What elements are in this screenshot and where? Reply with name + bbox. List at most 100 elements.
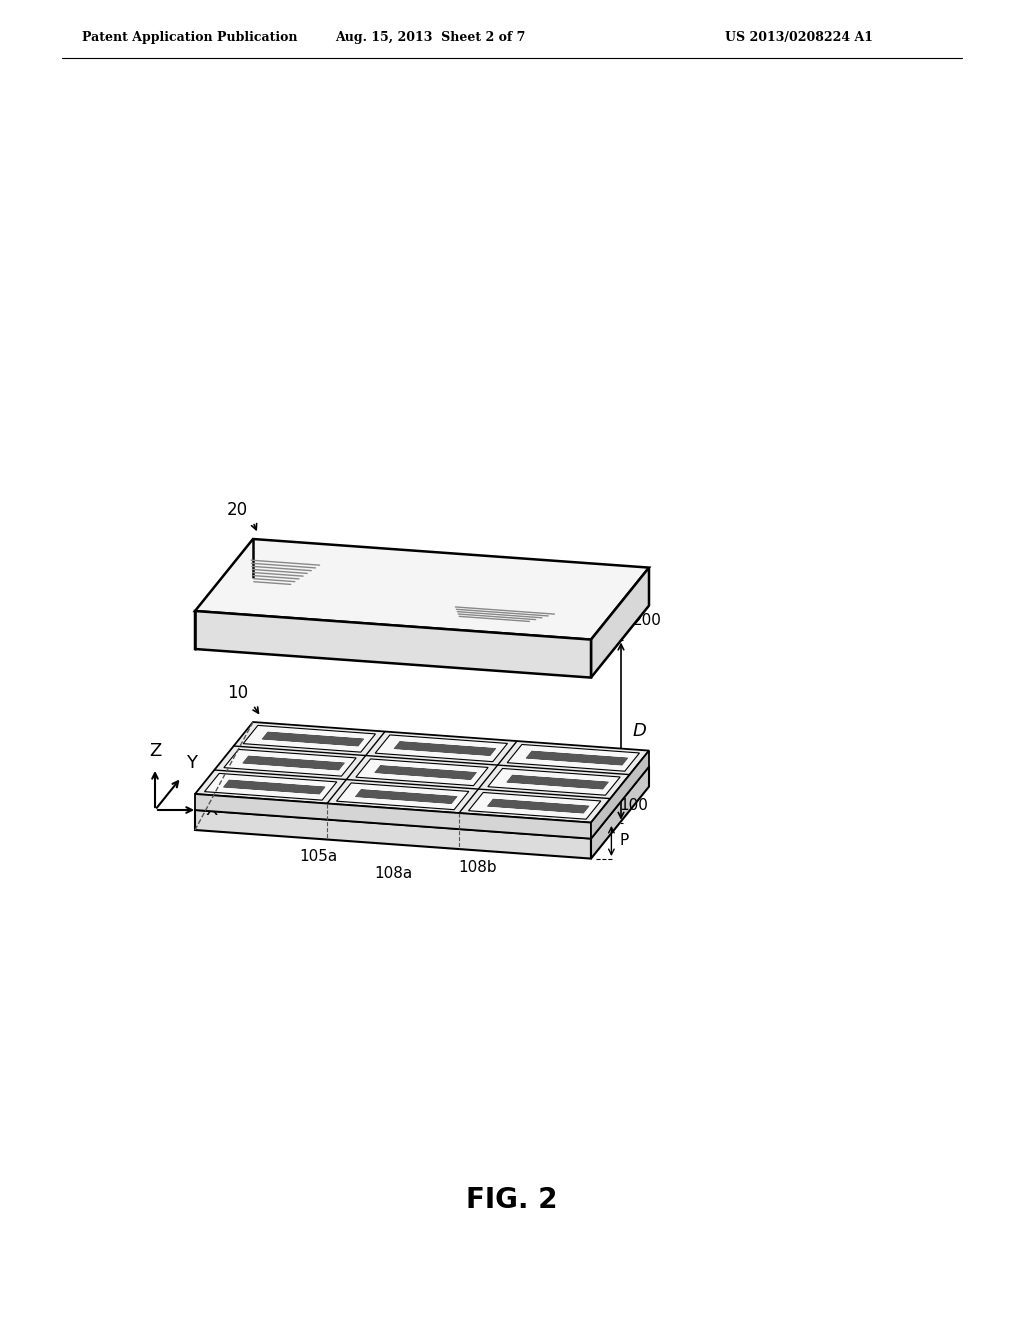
Polygon shape (357, 793, 454, 801)
Polygon shape (487, 805, 584, 813)
Polygon shape (527, 756, 624, 763)
Text: 104: 104 (442, 784, 471, 799)
Polygon shape (266, 734, 362, 741)
Polygon shape (243, 763, 339, 770)
Polygon shape (262, 738, 358, 746)
Polygon shape (195, 611, 591, 677)
Polygon shape (357, 793, 455, 800)
Polygon shape (377, 770, 473, 776)
Polygon shape (247, 758, 343, 766)
Polygon shape (526, 758, 623, 764)
Polygon shape (509, 779, 605, 787)
Polygon shape (247, 758, 343, 764)
Polygon shape (507, 781, 603, 789)
Polygon shape (487, 805, 584, 813)
Text: FIG. 2: FIG. 2 (466, 1185, 558, 1214)
Polygon shape (224, 785, 321, 793)
Polygon shape (246, 759, 342, 766)
Polygon shape (225, 785, 322, 792)
Text: 20: 20 (227, 502, 248, 519)
Polygon shape (490, 803, 587, 809)
Text: 105a: 105a (300, 849, 338, 863)
Text: 10: 10 (227, 684, 248, 702)
Polygon shape (244, 762, 340, 770)
Text: 108a: 108a (374, 866, 412, 882)
Polygon shape (591, 751, 649, 838)
Polygon shape (469, 792, 601, 820)
Polygon shape (531, 751, 628, 759)
Polygon shape (195, 539, 649, 640)
Polygon shape (377, 770, 473, 777)
Polygon shape (493, 800, 589, 807)
Text: Z: Z (148, 742, 161, 760)
Text: Patent Application Publication: Patent Application Publication (82, 30, 298, 44)
Polygon shape (358, 792, 455, 800)
Polygon shape (508, 780, 604, 787)
Polygon shape (399, 742, 496, 750)
Polygon shape (267, 733, 364, 741)
Polygon shape (360, 791, 457, 797)
Polygon shape (394, 748, 490, 755)
Polygon shape (195, 738, 649, 838)
Polygon shape (507, 781, 603, 788)
Polygon shape (375, 735, 508, 762)
Polygon shape (379, 767, 475, 774)
Polygon shape (398, 743, 495, 750)
Polygon shape (527, 756, 624, 764)
Polygon shape (380, 766, 476, 772)
Polygon shape (224, 787, 321, 793)
Polygon shape (228, 780, 325, 788)
Polygon shape (265, 735, 361, 742)
Polygon shape (376, 771, 472, 777)
Polygon shape (528, 755, 625, 762)
Polygon shape (489, 804, 586, 810)
Polygon shape (512, 776, 608, 783)
Polygon shape (509, 779, 605, 785)
Polygon shape (356, 795, 453, 803)
Polygon shape (375, 772, 471, 779)
Polygon shape (510, 779, 606, 785)
Polygon shape (490, 801, 587, 809)
Polygon shape (360, 789, 457, 797)
Text: P: P (620, 833, 629, 849)
Polygon shape (529, 754, 626, 762)
Text: X: X (205, 801, 217, 818)
Polygon shape (398, 743, 495, 751)
Polygon shape (591, 568, 649, 677)
Polygon shape (195, 795, 591, 838)
Polygon shape (487, 768, 621, 795)
Polygon shape (492, 801, 588, 808)
Polygon shape (397, 744, 494, 751)
Polygon shape (591, 767, 649, 858)
Text: Y: Y (186, 754, 198, 772)
Polygon shape (228, 781, 325, 788)
Polygon shape (376, 771, 472, 779)
Polygon shape (488, 804, 585, 812)
Polygon shape (223, 787, 319, 795)
Polygon shape (262, 739, 358, 746)
Polygon shape (227, 783, 324, 789)
Polygon shape (267, 733, 364, 739)
Polygon shape (399, 742, 496, 748)
Polygon shape (489, 803, 586, 810)
Polygon shape (530, 752, 627, 760)
Polygon shape (263, 738, 359, 744)
Polygon shape (266, 733, 362, 741)
Polygon shape (245, 760, 341, 767)
Polygon shape (264, 735, 360, 743)
Polygon shape (395, 746, 492, 754)
Polygon shape (248, 756, 344, 763)
Polygon shape (246, 759, 342, 767)
Polygon shape (225, 784, 322, 792)
Polygon shape (337, 783, 469, 809)
Polygon shape (510, 777, 606, 785)
Polygon shape (356, 796, 453, 803)
Polygon shape (375, 772, 471, 780)
Polygon shape (228, 780, 325, 787)
Polygon shape (224, 750, 356, 776)
Polygon shape (526, 758, 623, 766)
Polygon shape (244, 762, 340, 768)
Polygon shape (531, 751, 628, 759)
Polygon shape (378, 768, 474, 776)
Text: 1: 1 (636, 581, 646, 598)
